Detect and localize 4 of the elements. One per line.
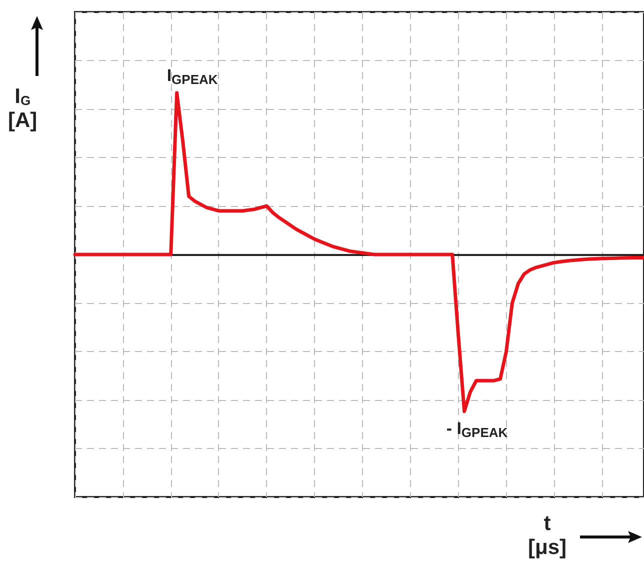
text: - I$_{GPEAK}$ [446, 419, 508, 440]
y-axis-title: I$_{G}$ [A] [8, 85, 38, 134]
text: I$_{GPEAK}$ [166, 66, 218, 87]
x-axis-title: t [μs] [528, 512, 567, 560]
